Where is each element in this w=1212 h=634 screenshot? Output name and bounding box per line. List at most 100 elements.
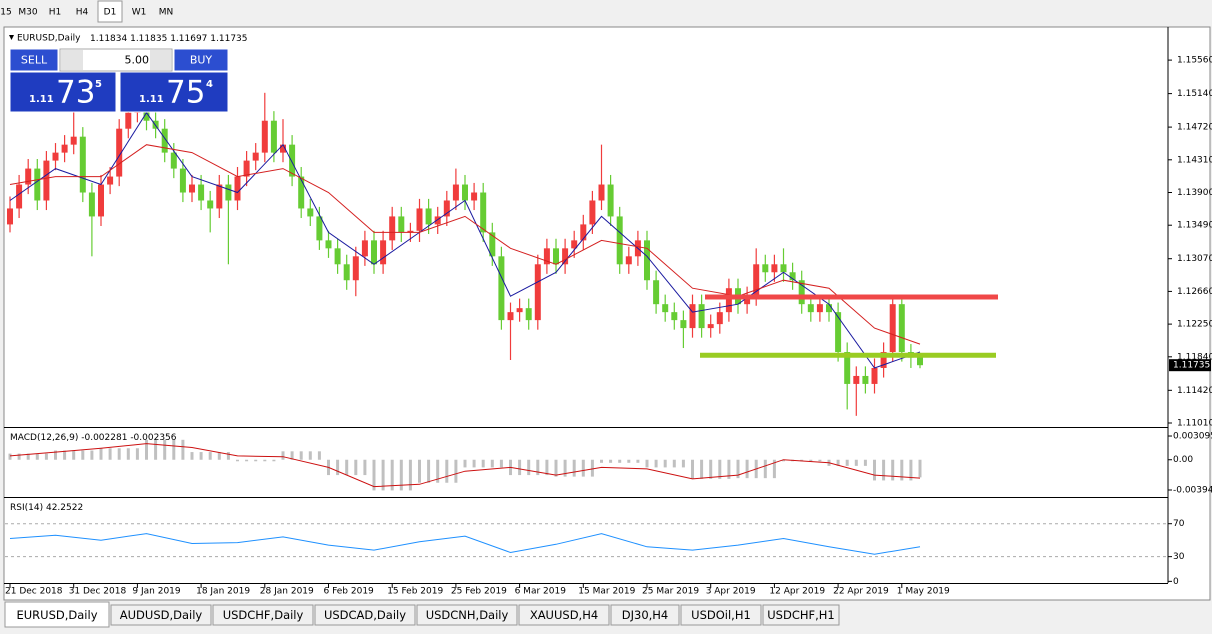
y-tick-label: 1.15560 bbox=[1177, 56, 1212, 66]
ask-point: 4 bbox=[206, 79, 213, 90]
macd-bar bbox=[418, 460, 421, 483]
rsi-value: 42.2522 bbox=[46, 503, 83, 513]
candle-body bbox=[316, 216, 322, 240]
x-tick-label: 1 May 2019 bbox=[897, 587, 950, 597]
candle-body bbox=[198, 185, 204, 201]
macd-bar bbox=[427, 460, 430, 483]
macd-bar bbox=[209, 452, 212, 460]
macd-signal: -0.002356 bbox=[130, 433, 176, 443]
candle-body bbox=[599, 185, 605, 201]
macd-bar bbox=[746, 460, 749, 478]
x-tick-label: 12 Apr 2019 bbox=[769, 587, 825, 597]
candle-body bbox=[417, 208, 423, 230]
timeframe-label: M30 bbox=[18, 8, 37, 18]
candle-body bbox=[480, 193, 486, 233]
x-tick-label: 21 Dec 2018 bbox=[5, 587, 63, 597]
macd-bar bbox=[245, 460, 248, 462]
candle-body bbox=[362, 240, 368, 256]
macd-bar bbox=[627, 460, 630, 463]
lots-up[interactable] bbox=[150, 50, 171, 70]
lots-down[interactable] bbox=[61, 50, 83, 70]
macd-bar bbox=[81, 451, 84, 460]
macd-bar bbox=[518, 460, 521, 475]
macd-bar bbox=[636, 460, 639, 463]
x-tick-label: 6 Feb 2019 bbox=[324, 587, 375, 597]
x-tick-label: 25 Mar 2019 bbox=[642, 587, 699, 597]
macd-bar bbox=[282, 451, 285, 459]
macd-bar bbox=[309, 451, 312, 459]
candle-body bbox=[180, 169, 186, 193]
macd-bar bbox=[536, 460, 539, 475]
macd-bar bbox=[700, 460, 703, 479]
candle-body bbox=[344, 264, 350, 280]
candle-body bbox=[526, 308, 532, 320]
candle-body bbox=[899, 304, 905, 352]
candle-body bbox=[835, 312, 841, 352]
macd-bar bbox=[200, 452, 203, 460]
bid-point: 5 bbox=[95, 79, 102, 90]
candle-body bbox=[389, 216, 395, 240]
chart-tab-label: USDCAD,Daily bbox=[324, 608, 406, 622]
chart-tab-label: EURUSD,Daily bbox=[17, 608, 98, 622]
macd-bar bbox=[873, 460, 876, 481]
macd-bar bbox=[191, 452, 194, 460]
candle-body bbox=[671, 312, 677, 320]
macd-bar bbox=[318, 451, 321, 459]
candle-body bbox=[589, 200, 595, 224]
candle-body bbox=[207, 200, 213, 208]
macd-bar bbox=[345, 460, 348, 475]
candle-body bbox=[471, 193, 477, 201]
candle-body bbox=[690, 304, 696, 328]
chart-tab-label: USDCNH,Daily bbox=[426, 608, 509, 622]
y-tick-label: 1.13490 bbox=[1177, 221, 1212, 231]
x-tick-label: 31 Dec 2018 bbox=[69, 587, 127, 597]
y-tick-label: 1.11010 bbox=[1177, 419, 1212, 429]
candle-body bbox=[890, 304, 896, 352]
macd-bar bbox=[145, 440, 148, 460]
macd-bar bbox=[172, 440, 175, 460]
candle-body bbox=[462, 185, 468, 201]
candle-body bbox=[298, 177, 304, 209]
y-tick-label: 1.12250 bbox=[1177, 320, 1212, 330]
chart-tab-label: DJ30,H4 bbox=[622, 608, 669, 622]
candle-body bbox=[680, 320, 686, 328]
macd-bar bbox=[136, 448, 139, 459]
ask-big: 1.11 bbox=[139, 94, 164, 105]
macd-bar bbox=[500, 460, 503, 468]
y-tick-label: 1.14310 bbox=[1177, 155, 1212, 165]
candle-body bbox=[398, 216, 404, 232]
candle-body bbox=[225, 185, 231, 201]
chart-tab-label: XAUUSD,H4 bbox=[530, 608, 598, 622]
candle-body bbox=[34, 169, 40, 201]
panel-title: RSI(14) bbox=[10, 503, 43, 513]
candle-body bbox=[517, 308, 523, 312]
macd-bar bbox=[846, 460, 849, 466]
candle-body bbox=[262, 121, 268, 153]
y-tick-label: 1.15140 bbox=[1177, 89, 1212, 99]
candle-body bbox=[271, 121, 277, 153]
candle-body bbox=[708, 324, 714, 328]
candle-body bbox=[125, 113, 131, 129]
macd-bar bbox=[454, 460, 457, 483]
candle-body bbox=[71, 137, 77, 145]
chart-window bbox=[4, 27, 1210, 600]
candle-body bbox=[771, 264, 777, 272]
macd-bar bbox=[618, 460, 621, 463]
sell-label: SELL bbox=[21, 54, 48, 67]
ohlc-value: 1.11735 bbox=[210, 34, 247, 44]
macd-bar bbox=[673, 460, 676, 468]
macd-bar bbox=[882, 460, 885, 481]
y-tick-label: 1.14720 bbox=[1177, 123, 1212, 133]
macd-bar bbox=[600, 460, 603, 463]
x-tick-label: 18 Jan 2019 bbox=[196, 587, 250, 597]
macd-bar bbox=[263, 460, 266, 462]
candle-body bbox=[426, 208, 432, 224]
candle-body bbox=[444, 200, 450, 216]
timeframe-label: MN bbox=[159, 8, 174, 18]
symbol-title: EURUSD,Daily bbox=[17, 34, 81, 44]
y-tick-label: 70 bbox=[1173, 519, 1185, 529]
macd-bar bbox=[100, 448, 103, 459]
macd-bar bbox=[363, 460, 366, 475]
candle-body bbox=[335, 248, 341, 264]
